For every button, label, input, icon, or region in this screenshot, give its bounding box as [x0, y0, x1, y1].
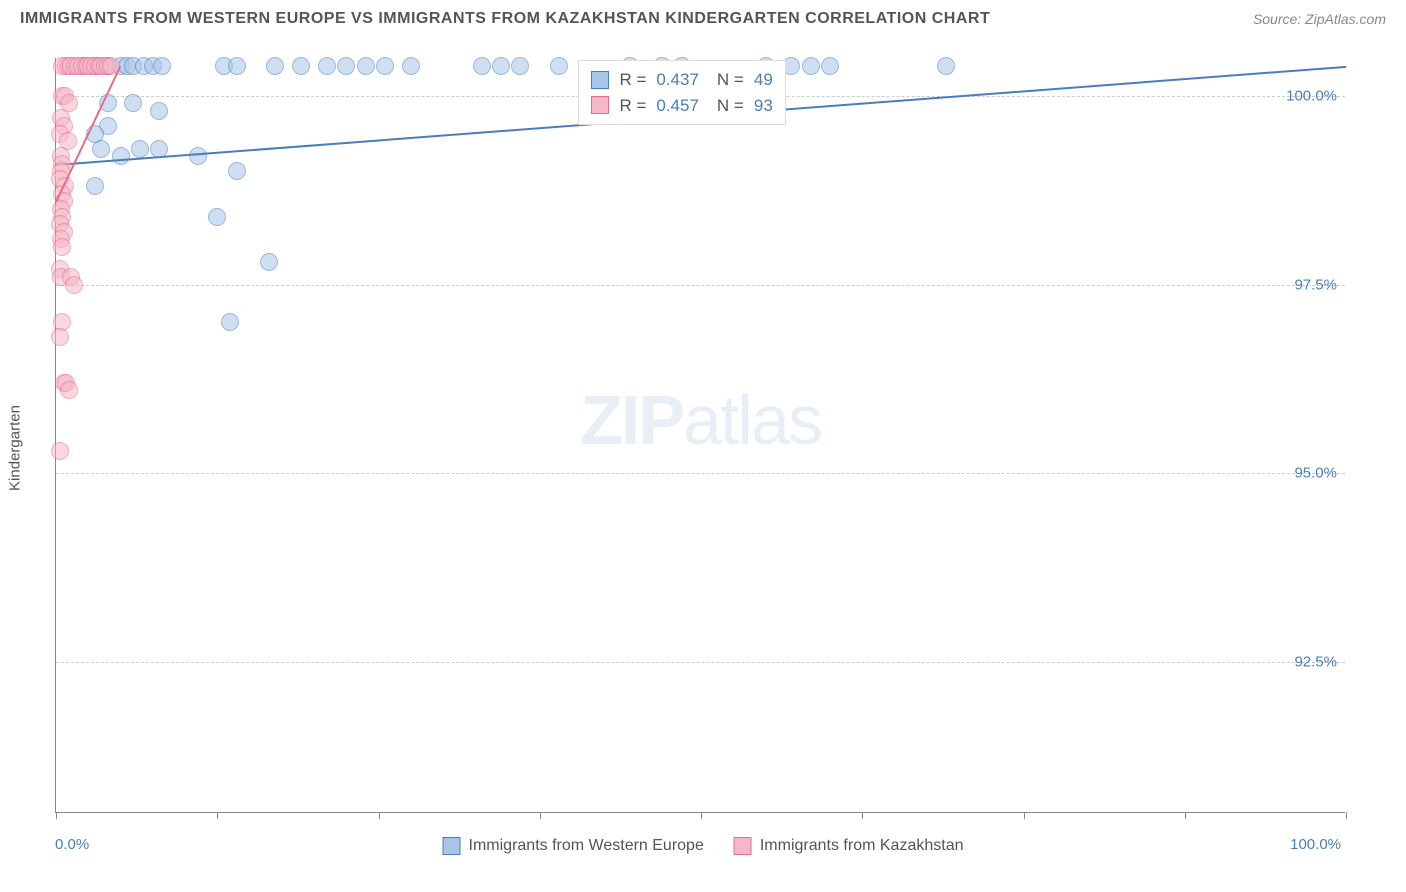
data-point — [53, 238, 71, 256]
y-tick-label: 100.0% — [1286, 87, 1337, 104]
gridline — [56, 662, 1345, 663]
x-tick — [379, 812, 380, 819]
x-tick — [1346, 812, 1347, 819]
data-point — [189, 147, 207, 165]
data-point — [150, 102, 168, 120]
x-tick — [1024, 812, 1025, 819]
data-point — [937, 57, 955, 75]
data-point — [266, 57, 284, 75]
data-point — [51, 442, 69, 460]
data-point — [260, 253, 278, 271]
x-tick — [701, 812, 702, 819]
x-tick — [540, 812, 541, 819]
data-point — [492, 57, 510, 75]
data-point — [51, 328, 69, 346]
data-point — [208, 208, 226, 226]
correlation-legend: R = 0.437 N = 49 R = 0.457 N = 93 — [578, 60, 785, 125]
data-point — [318, 57, 336, 75]
data-point — [550, 57, 568, 75]
y-axis-label: Kindergarten — [7, 405, 24, 491]
legend-n-value: 93 — [754, 93, 773, 119]
data-point — [511, 57, 529, 75]
data-point — [131, 140, 149, 158]
x-tick — [217, 812, 218, 819]
data-point — [92, 140, 110, 158]
watermark: ZIPatlas — [580, 380, 821, 460]
gridline — [56, 473, 1345, 474]
legend-r-value: 0.457 — [656, 93, 699, 119]
x-tick — [56, 812, 57, 819]
gridline — [56, 285, 1345, 286]
data-point — [473, 57, 491, 75]
data-point — [337, 57, 355, 75]
y-tick-label: 92.5% — [1294, 654, 1337, 671]
legend-n-label: N = — [717, 67, 744, 93]
legend-swatch — [734, 837, 752, 855]
x-tick — [862, 812, 863, 819]
y-tick-label: 95.0% — [1294, 465, 1337, 482]
chart-title: IMMIGRANTS FROM WESTERN EUROPE VS IMMIGR… — [20, 10, 990, 28]
x-axis-min-label: 0.0% — [55, 836, 89, 853]
legend-r-label: R = — [619, 67, 646, 93]
legend-swatch — [591, 71, 609, 89]
data-point — [802, 57, 820, 75]
bottom-legend: Immigrants from Western Europe Immigrants… — [443, 837, 964, 855]
data-point — [60, 381, 78, 399]
data-point — [357, 57, 375, 75]
source-label: Source: ZipAtlas.com — [1253, 11, 1386, 27]
y-tick-label: 97.5% — [1294, 276, 1337, 293]
legend-n-value: 49 — [754, 67, 773, 93]
data-point — [821, 57, 839, 75]
x-tick — [1185, 812, 1186, 819]
legend-label: Immigrants from Kazakhstan — [760, 837, 964, 855]
data-point — [124, 94, 142, 112]
data-point — [65, 276, 83, 294]
legend-label: Immigrants from Western Europe — [469, 837, 704, 855]
legend-item: Immigrants from Kazakhstan — [734, 837, 964, 855]
legend-r-label: R = — [619, 93, 646, 119]
plot-area: ZIPatlas 92.5% 95.0% 97.5% 100.0% R = 0.437 N… — [55, 58, 1345, 813]
data-point — [86, 177, 104, 195]
data-point — [292, 57, 310, 75]
data-point — [112, 147, 130, 165]
data-point — [228, 162, 246, 180]
data-point — [402, 57, 420, 75]
legend-swatch — [591, 96, 609, 114]
data-point — [376, 57, 394, 75]
data-point — [153, 57, 171, 75]
data-point — [228, 57, 246, 75]
legend-r-value: 0.437 — [656, 67, 699, 93]
legend-item: Immigrants from Western Europe — [443, 837, 704, 855]
chart-container: Kindergarten ZIPatlas 92.5%95.0%97.5%100… — [20, 33, 1386, 863]
x-axis-max-label: 100.0% — [1290, 836, 1341, 853]
legend-swatch — [443, 837, 461, 855]
legend-n-label: N = — [717, 93, 744, 119]
data-point — [221, 313, 239, 331]
